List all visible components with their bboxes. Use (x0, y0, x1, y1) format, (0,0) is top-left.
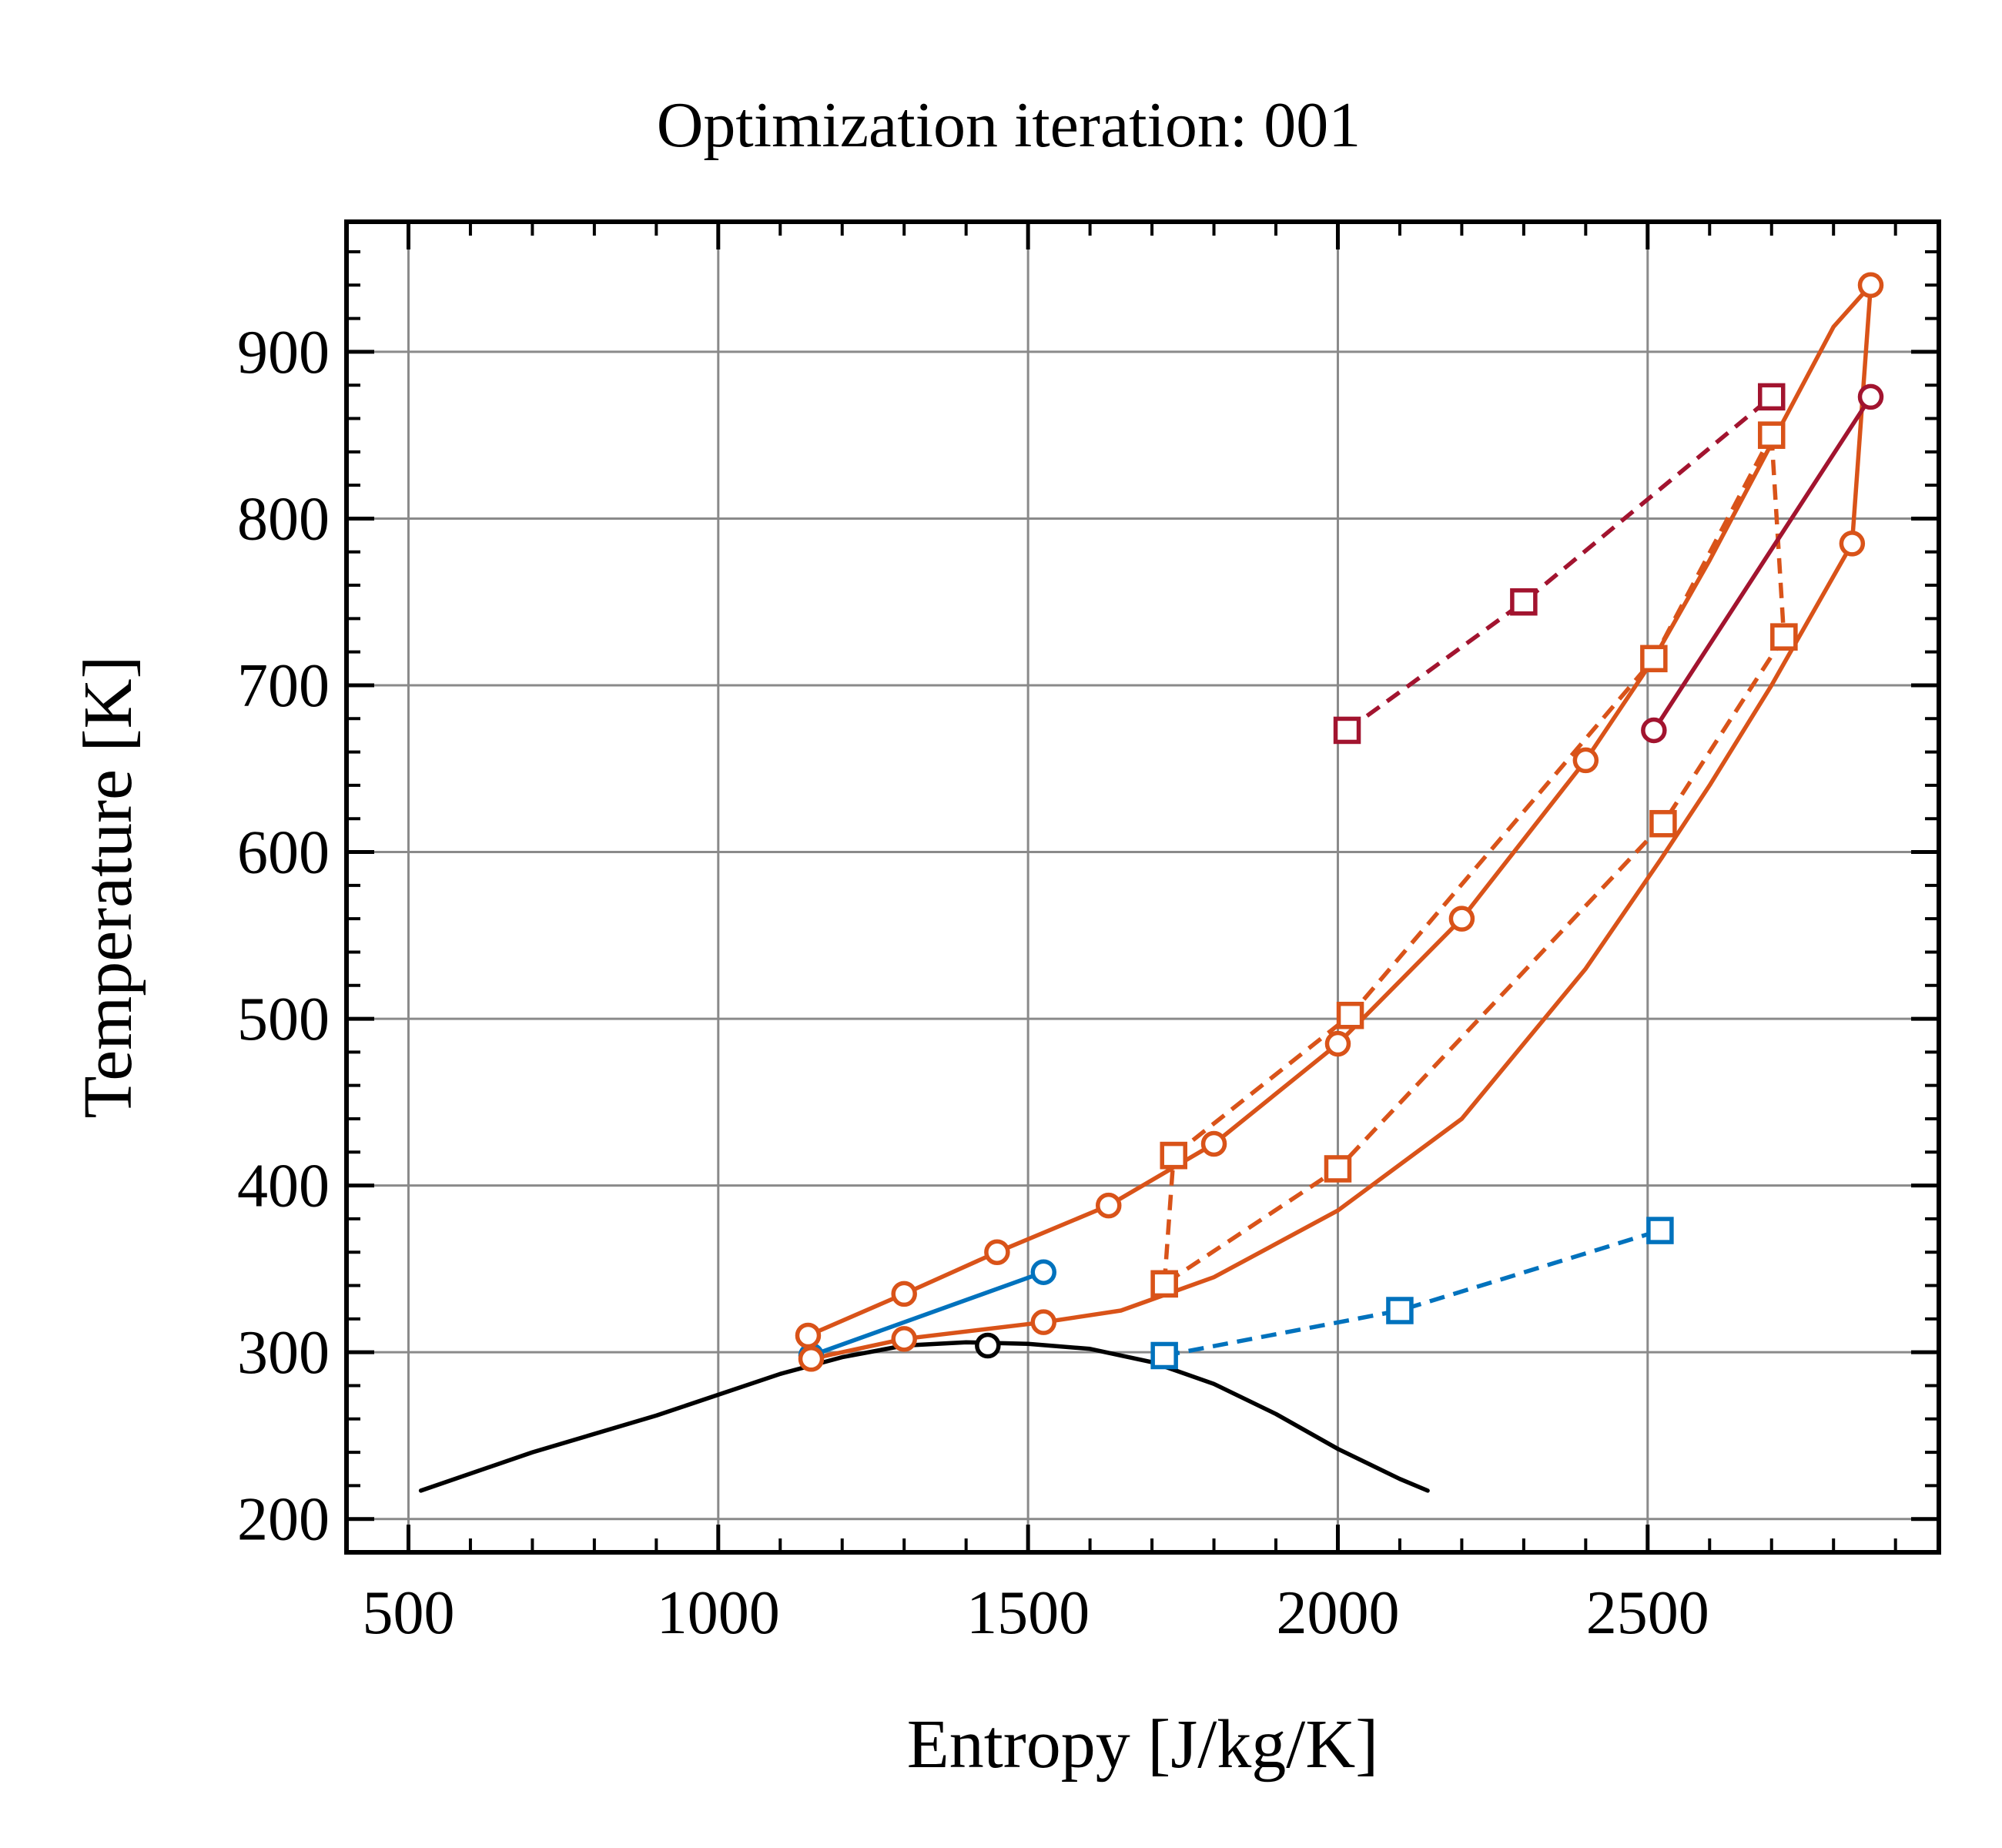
series-line-13 (1345, 395, 1773, 732)
state-point-circle (975, 1332, 1001, 1359)
state-point-circle (1839, 531, 1866, 557)
state-point-circle (1857, 383, 1884, 410)
series-line-4 (805, 656, 1656, 1338)
chart-title: Optimization iteration: 001 (657, 89, 1361, 161)
state-point-square (1150, 1341, 1178, 1370)
series-line-5 (1652, 283, 1873, 661)
y-tick-label: 700 (237, 652, 330, 720)
plot-series (418, 272, 1884, 1493)
state-point-square (1510, 588, 1538, 616)
state-point-circle (798, 1346, 825, 1372)
series-line-11 (1163, 635, 1786, 1286)
y-tick-label: 800 (237, 485, 330, 553)
state-point-circle (1030, 1309, 1057, 1335)
series-line-14 (1652, 394, 1873, 733)
state-point-circle (984, 1239, 1010, 1265)
y-tick-label: 300 (237, 1319, 330, 1387)
state-point-square (1770, 623, 1798, 651)
state-point-square (1150, 1270, 1178, 1298)
grid (346, 222, 1939, 1552)
y-tick-label: 400 (237, 1153, 330, 1220)
axis-ticks: 500 1000 1500 2000 2500 200 300 400 500 600 700 800… (237, 222, 1939, 1647)
state-point-square (1324, 1155, 1352, 1183)
state-point-square (1646, 1217, 1674, 1244)
state-point-circle (1572, 747, 1599, 774)
x-tick-label: 1500 (966, 1579, 1090, 1647)
x-axis-label: Entropy [J/kg/K] (907, 1706, 1378, 1783)
series-line-8 (808, 1320, 1046, 1361)
series-line-3 (1163, 1228, 1661, 1358)
state-point-square (1333, 716, 1361, 745)
y-tick-label: 200 (237, 1486, 330, 1554)
state-point-circle (1641, 717, 1667, 744)
state-point-square (1757, 421, 1786, 449)
series-line-12 (1162, 1155, 1176, 1284)
state-point-circle (1857, 272, 1884, 299)
y-tick-label: 900 (237, 319, 330, 387)
state-point-square (1160, 1141, 1187, 1170)
state-point-circle (891, 1281, 917, 1307)
x-tick-label: 1000 (657, 1579, 780, 1647)
state-point-square (1336, 1001, 1364, 1029)
series-line-0 (418, 1340, 1430, 1493)
state-point-circle (1095, 1192, 1122, 1219)
x-tick-label: 2000 (1276, 1579, 1399, 1647)
state-point-square (1649, 809, 1677, 838)
state-point-square (1757, 383, 1786, 411)
state-point-circle (1448, 906, 1475, 932)
series-line-9 (1172, 434, 1774, 1157)
state-point-circle (1324, 1030, 1351, 1057)
state-point-square (1640, 644, 1668, 673)
y-axis-label: Temperature [K] (70, 656, 146, 1119)
y-tick-label: 500 (237, 986, 330, 1053)
x-tick-label: 500 (362, 1579, 454, 1647)
state-point-circle (1030, 1259, 1057, 1285)
plot-frame (344, 219, 1941, 1555)
series-line-2 (808, 1270, 1046, 1358)
state-point-circle (1200, 1130, 1227, 1157)
state-point-circle (891, 1326, 917, 1352)
state-point-circle (795, 1322, 822, 1349)
y-tick-label: 600 (237, 819, 330, 887)
state-point-square (1386, 1297, 1414, 1324)
x-tick-label: 2500 (1586, 1579, 1709, 1647)
